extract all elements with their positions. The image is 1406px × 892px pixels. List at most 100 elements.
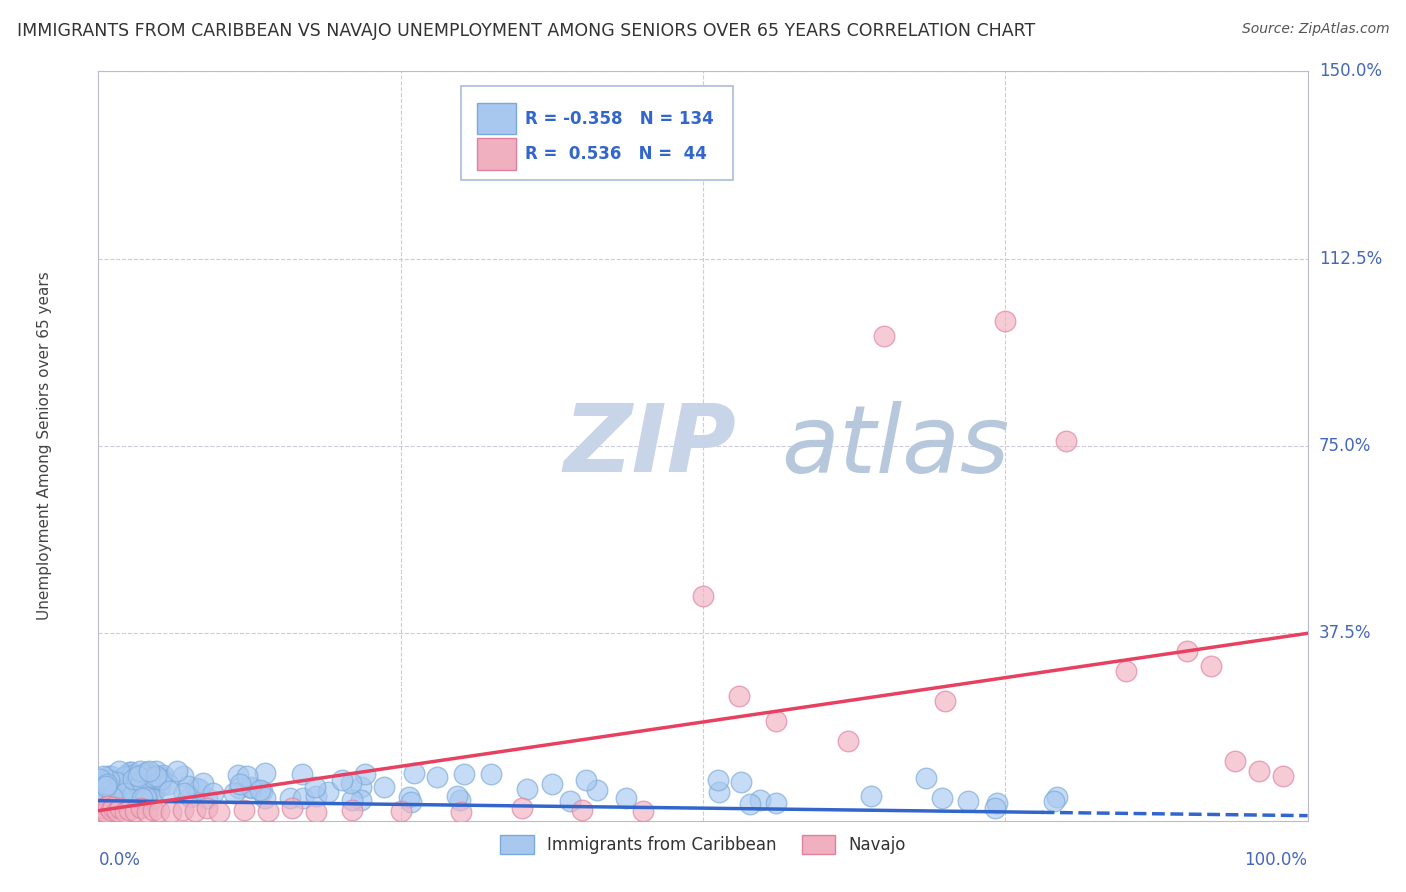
Point [120,775,142,789]
Point [172,769,194,783]
Point [128,764,150,778]
Point [91,789,114,803]
Point [330,773,353,788]
Text: R = -0.358   N = 134: R = -0.358 N = 134 [526,110,714,128]
Point [450,805,472,819]
Point [104,775,127,789]
Point [226,768,249,782]
Point [157,784,180,798]
Point [112,789,135,803]
Point [353,767,375,781]
Point [398,789,420,804]
Point [127,786,149,800]
Point [107,764,129,779]
Point [281,801,304,815]
Point [179,789,201,804]
Point [149,772,172,787]
Point [278,791,301,805]
Point [1043,794,1066,808]
Point [114,770,136,784]
Point [115,770,138,784]
Point [135,765,157,780]
Point [859,789,882,803]
Point [1115,664,1137,678]
FancyBboxPatch shape [477,103,516,135]
Point [105,779,128,793]
Point [342,793,364,807]
Point [184,781,207,796]
Point [195,791,218,805]
Point [150,770,173,784]
Point [195,801,218,815]
Point [202,786,225,800]
Point [124,804,146,818]
Point [541,777,564,791]
Point [143,784,166,798]
Point [1175,644,1198,658]
Point [426,770,449,784]
Point [1054,434,1077,448]
Point [479,767,502,781]
Point [124,783,146,797]
Point [142,771,165,785]
Point [89,772,111,787]
Point [152,767,174,781]
Point [184,804,207,818]
Point [1199,658,1222,673]
Point [114,770,136,784]
Text: R =  0.536   N =  44: R = 0.536 N = 44 [526,145,707,162]
Point [122,787,145,801]
Point [249,782,271,797]
Point [738,797,761,811]
Point [575,773,598,788]
Point [983,800,1005,814]
Point [120,764,142,779]
Point [100,780,122,794]
Point [101,790,124,805]
Point [91,774,114,789]
Point [292,790,315,805]
Point [149,772,172,786]
Point [148,804,170,818]
Point [349,780,371,795]
Point [837,733,859,747]
Text: ZIP: ZIP [564,400,737,492]
Point [957,794,980,808]
Point [145,769,167,783]
Point [94,805,117,819]
Point [166,764,188,778]
Point [228,781,250,796]
Point [122,772,145,787]
Point [114,786,136,800]
Point [402,765,425,780]
Text: 100.0%: 100.0% [1244,851,1308,869]
Point [135,805,157,819]
Point [208,805,231,819]
Point [91,769,114,783]
Text: 150.0%: 150.0% [1319,62,1382,80]
Point [342,803,364,817]
Text: atlas: atlas [782,401,1010,491]
Point [136,772,159,787]
Point [104,775,127,789]
Point [730,775,752,789]
Point [108,801,131,815]
Point [191,776,214,790]
Point [253,791,276,805]
Text: 37.5%: 37.5% [1319,624,1371,642]
Point [101,780,124,794]
Point [124,784,146,798]
Point [145,764,167,778]
Point [449,793,471,807]
Point [97,787,120,801]
Point [453,767,475,781]
Text: 75.0%: 75.0% [1319,437,1371,455]
Point [93,778,115,792]
Point [250,784,273,798]
Point [586,783,609,797]
Point [121,768,143,782]
Point [135,789,157,804]
Point [931,790,953,805]
Point [105,775,128,789]
Point [631,804,654,818]
